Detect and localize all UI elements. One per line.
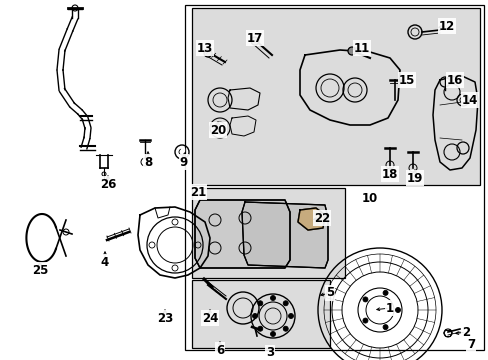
Text: 9: 9 (180, 156, 188, 168)
Text: 20: 20 (209, 123, 225, 136)
Text: 6: 6 (215, 343, 224, 356)
Circle shape (283, 326, 287, 331)
Text: 21: 21 (189, 185, 206, 198)
Circle shape (252, 314, 257, 319)
Text: 24: 24 (202, 311, 218, 324)
Text: 11: 11 (353, 41, 369, 54)
Text: 16: 16 (446, 73, 462, 86)
Circle shape (382, 291, 387, 296)
Text: 2: 2 (461, 325, 469, 338)
Text: 7: 7 (466, 338, 474, 351)
Text: 14: 14 (461, 94, 477, 107)
Circle shape (288, 314, 293, 319)
Bar (181, 148, 183, 151)
Circle shape (257, 301, 262, 306)
Circle shape (362, 297, 367, 302)
Circle shape (203, 49, 212, 57)
Circle shape (382, 325, 387, 330)
Circle shape (362, 318, 367, 323)
Text: 22: 22 (313, 211, 329, 225)
Circle shape (347, 47, 355, 55)
Polygon shape (195, 200, 289, 268)
Text: 18: 18 (381, 167, 397, 180)
Text: 25: 25 (32, 264, 48, 276)
Text: 1: 1 (385, 302, 393, 315)
Circle shape (270, 296, 275, 301)
Circle shape (283, 301, 287, 306)
Bar (184, 5, 483, 350)
Text: 8: 8 (143, 156, 152, 168)
Bar (192, 8, 479, 185)
Circle shape (395, 307, 400, 312)
Text: 3: 3 (265, 346, 273, 360)
Text: 13: 13 (197, 41, 213, 54)
Polygon shape (297, 208, 325, 230)
Text: 4: 4 (101, 256, 109, 269)
Text: 19: 19 (406, 171, 422, 184)
Text: 26: 26 (100, 177, 116, 190)
Text: 12: 12 (438, 19, 454, 32)
Bar (192, 188, 345, 278)
Text: 17: 17 (246, 31, 263, 45)
Circle shape (270, 332, 275, 337)
Text: 23: 23 (157, 311, 173, 324)
Polygon shape (242, 202, 327, 268)
Circle shape (250, 37, 259, 45)
Text: 10: 10 (361, 192, 377, 204)
Text: 5: 5 (325, 287, 333, 300)
Circle shape (257, 326, 262, 331)
Bar (192, 280, 329, 348)
Text: 15: 15 (398, 73, 414, 86)
